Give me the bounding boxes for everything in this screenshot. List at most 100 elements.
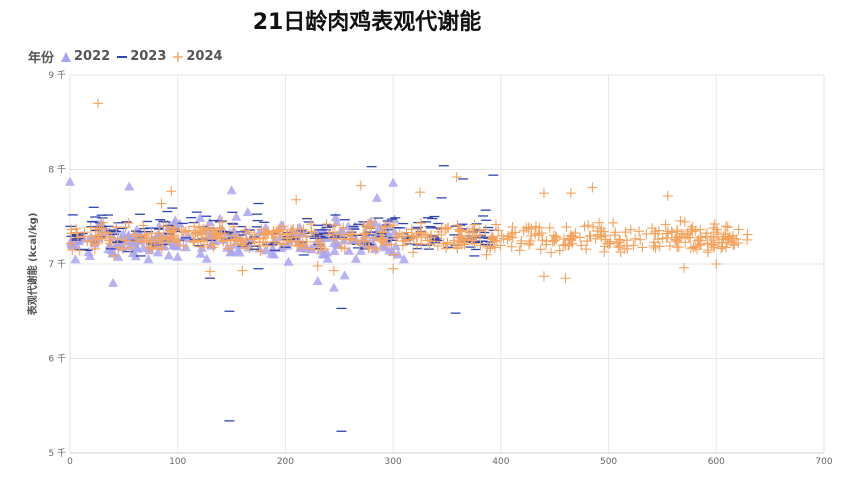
legend-item-2023[interactable]: 2023	[116, 49, 166, 64]
data-point-2024	[452, 220, 463, 231]
data-point-2024	[136, 233, 147, 244]
data-point-2024	[240, 225, 251, 236]
data-point-2024	[425, 230, 436, 241]
data-point-2024	[507, 232, 518, 243]
data-point-2024	[610, 227, 621, 238]
data-point-2024	[653, 234, 664, 245]
data-point-2024	[630, 233, 641, 244]
data-point-2024	[305, 243, 316, 254]
x-tick-label: 200	[277, 457, 294, 467]
data-point-2024	[158, 221, 169, 232]
data-point-2024	[695, 232, 706, 243]
data-point-2024	[647, 223, 658, 234]
x-tick-label: 0	[67, 457, 73, 467]
data-point-2022	[225, 247, 236, 257]
y-axis: 5 千 6 千 7 千 8 千 9 千	[48, 70, 66, 459]
data-point-2024	[599, 246, 610, 257]
data-point-2024	[291, 194, 302, 205]
data-point-2024	[287, 228, 298, 239]
data-point-2024	[590, 233, 601, 244]
data-point-2024	[179, 227, 190, 238]
data-point-2022	[350, 221, 361, 231]
data-point-2024	[169, 233, 180, 244]
data-point-2024	[507, 222, 518, 233]
data-point-2024	[378, 227, 389, 238]
data-point-2024	[328, 227, 339, 238]
data-point-2024	[666, 226, 677, 237]
legend-title: 年份	[28, 51, 55, 66]
data-point-2024	[255, 245, 266, 256]
data-point-2024	[301, 231, 312, 242]
data-point-2024	[676, 231, 687, 242]
chart-title: 21日龄肉鸡表观代谢能	[252, 10, 482, 35]
data-point-2024	[685, 243, 696, 254]
data-point-2024	[197, 229, 208, 240]
data-point-2024	[491, 236, 502, 247]
data-point-2022	[242, 207, 253, 217]
data-point-2024	[489, 242, 500, 253]
data-point-2024	[523, 222, 534, 233]
x-tick-label: 300	[385, 457, 402, 467]
data-point-2022	[330, 212, 341, 222]
data-point-2024	[288, 224, 299, 235]
data-point-2024	[321, 219, 332, 230]
data-point-2022	[84, 251, 95, 261]
data-point-2024	[429, 236, 440, 247]
data-point-2024	[694, 240, 705, 251]
data-point-2022	[339, 270, 350, 280]
data-point-2024	[679, 216, 690, 227]
data-point-2024	[207, 233, 218, 244]
data-point-2024	[416, 218, 427, 229]
data-point-2024	[108, 250, 119, 261]
data-point-2024	[675, 215, 686, 226]
data-point-2024	[574, 232, 585, 243]
data-point-2024	[331, 233, 342, 244]
data-point-2024	[657, 233, 668, 244]
data-point-2024	[635, 234, 646, 245]
data-point-2024	[396, 231, 407, 242]
data-point-2024	[711, 227, 722, 238]
data-point-2024	[724, 231, 735, 242]
data-point-2024	[65, 238, 76, 249]
data-point-2024	[130, 231, 141, 242]
data-point-2024	[392, 232, 403, 243]
data-point-2024	[244, 243, 255, 254]
legend-item-2024[interactable]: 2024	[172, 49, 223, 64]
data-points	[65, 98, 753, 432]
data-point-2024	[514, 245, 525, 256]
data-point-2022	[260, 245, 271, 255]
data-point-2024	[485, 243, 496, 254]
data-point-2022	[390, 241, 401, 251]
data-point-2024	[297, 238, 308, 249]
data-point-2024	[306, 226, 317, 237]
data-point-2024	[648, 240, 659, 251]
x-tick-label: 700	[815, 457, 832, 467]
data-point-2022	[154, 220, 165, 230]
data-point-2024	[183, 225, 194, 236]
data-point-2024	[363, 243, 374, 254]
data-point-2024	[516, 235, 527, 246]
data-point-2024	[345, 228, 356, 239]
data-point-2022	[369, 244, 380, 254]
data-point-2024	[236, 239, 247, 250]
data-point-2024	[156, 198, 167, 209]
data-point-2024	[379, 221, 390, 232]
data-point-2024	[490, 219, 501, 230]
data-point-2024	[566, 235, 577, 246]
data-point-2022	[329, 246, 340, 256]
data-point-2024	[166, 186, 177, 197]
data-point-2024	[716, 243, 727, 254]
y-tick-label: 9 千	[48, 70, 66, 81]
triangle-marker-icon	[61, 51, 72, 62]
data-point-2022	[387, 247, 398, 257]
data-point-2024	[274, 226, 285, 237]
legend-item-2022[interactable]: 2022	[60, 49, 110, 64]
data-point-2024	[339, 234, 350, 245]
data-point-2024	[544, 222, 555, 233]
data-point-2024	[176, 225, 187, 236]
data-point-2024	[208, 242, 219, 253]
data-point-2024	[634, 226, 645, 237]
data-point-2024	[82, 236, 93, 247]
data-point-2022	[226, 185, 237, 195]
data-point-2022	[328, 282, 339, 292]
